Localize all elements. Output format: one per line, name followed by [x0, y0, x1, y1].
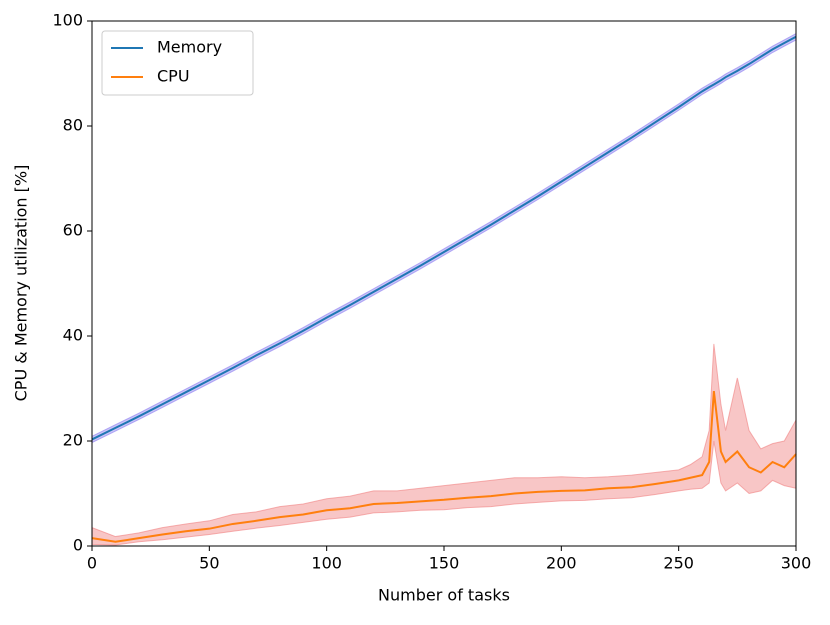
- error-band: [91, 343, 797, 546]
- y-tick-label: 20: [63, 431, 83, 450]
- y-tick-label: 40: [63, 326, 83, 345]
- y-tick-label: 100: [52, 11, 83, 30]
- x-tick-label: 100: [311, 554, 342, 573]
- y-tick-label: 80: [63, 116, 83, 135]
- y-axis-label: CPU & Memory utilization [%]: [12, 165, 31, 402]
- y-tick-label: 60: [63, 221, 83, 240]
- x-tick-label: 300: [781, 554, 812, 573]
- line: [91, 35, 797, 441]
- x-axis-label: Number of tasks: [378, 586, 510, 605]
- y-tick-label: 0: [73, 536, 83, 555]
- x-tick-label: 250: [663, 554, 694, 573]
- legend-label: Memory: [157, 38, 222, 57]
- x-tick-label: 50: [199, 554, 219, 573]
- legend-label: CPU: [157, 67, 190, 86]
- x-tick-label: 200: [546, 554, 577, 573]
- x-tick-label: 0: [87, 554, 97, 573]
- x-tick-label: 150: [429, 554, 460, 573]
- line: [91, 391, 797, 543]
